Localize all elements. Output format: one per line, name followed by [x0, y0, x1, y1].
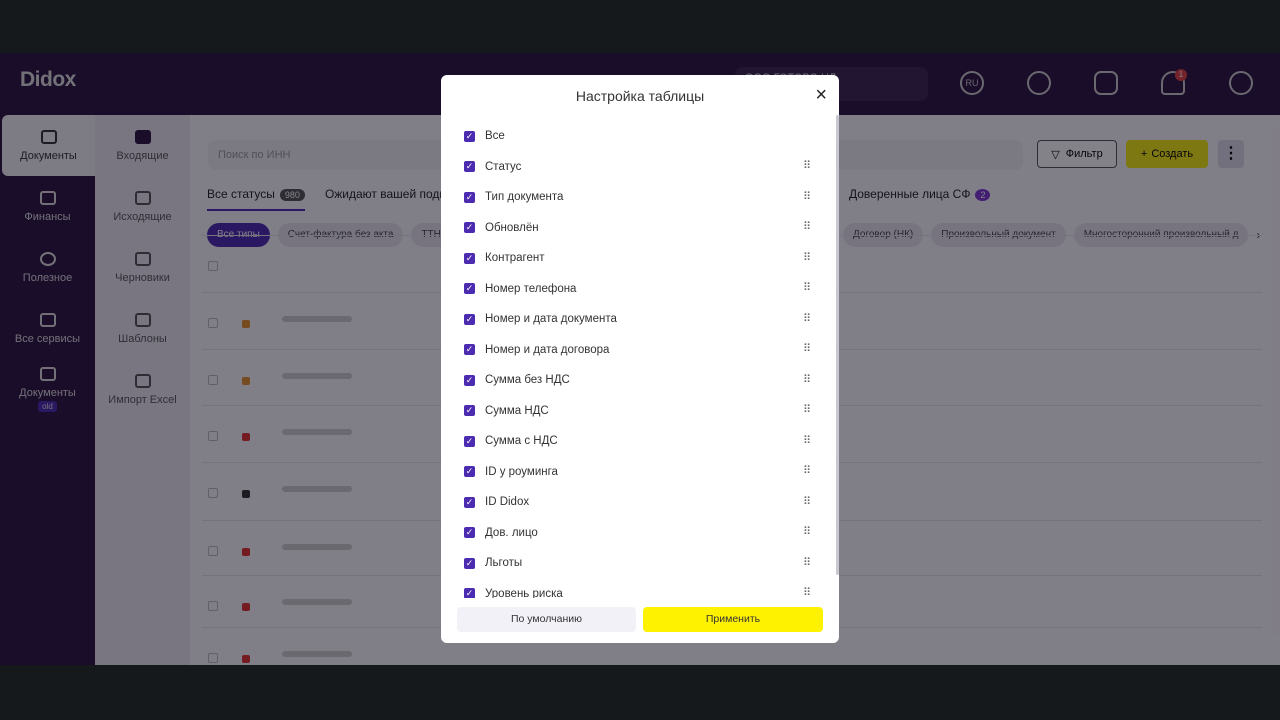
drag-handle-icon[interactable]: ⠿	[803, 282, 811, 295]
column-option[interactable]: ✓ Обновлён ⠿	[441, 213, 837, 244]
column-option[interactable]: ✓ Контрагент ⠿	[441, 243, 837, 274]
drag-handle-icon[interactable]: ⠿	[803, 465, 811, 478]
column-option[interactable]: ✓ Сумма НДС ⠿	[441, 396, 837, 427]
column-option[interactable]: ✓ Сумма с НДС ⠿	[441, 426, 837, 457]
column-label: Тип документа	[485, 191, 564, 204]
column-label: Сумма с НДС	[485, 435, 558, 448]
checkbox-checked[interactable]: ✓	[464, 405, 475, 417]
column-option[interactable]: ✓ Номер телефона ⠿	[441, 274, 837, 305]
column-option[interactable]: ✓ Сумма без НДС ⠿	[441, 365, 837, 396]
drag-handle-icon[interactable]: ⠿	[803, 251, 811, 264]
column-label: Сумма НДС	[485, 404, 549, 417]
checkbox-checked[interactable]: ✓	[464, 496, 475, 508]
column-option[interactable]: ✓ Тип документа ⠿	[441, 182, 837, 213]
column-label: Обновлён	[485, 221, 539, 234]
drag-handle-icon[interactable]: ⠿	[803, 587, 811, 598]
column-label: Дов. лицо	[485, 526, 538, 539]
checkbox-checked[interactable]: ✓	[464, 344, 475, 356]
column-label: Льготы	[485, 557, 523, 570]
default-button[interactable]: По умолчанию	[457, 607, 636, 632]
column-option[interactable]: ✓ Дов. лицо ⠿	[441, 518, 837, 549]
column-label: Номер и дата документа	[485, 313, 617, 326]
checkbox-checked[interactable]: ✓	[464, 313, 475, 325]
checkbox-checked[interactable]: ✓	[464, 252, 475, 264]
column-option[interactable]: ✓ Статус ⠿	[441, 152, 837, 183]
column-label: ID Didox	[485, 496, 530, 509]
column-option[interactable]: ✓ Номер и дата договора ⠿	[441, 335, 837, 366]
checkbox-checked[interactable]: ✓	[464, 527, 475, 539]
column-label: Сумма без НДС	[485, 374, 570, 387]
checkbox-checked[interactable]: ✓	[464, 588, 475, 598]
column-option[interactable]: ✓ Уровень риска ⠿	[441, 579, 837, 598]
apply-button[interactable]: Применить	[643, 607, 823, 632]
modal-scrollbar[interactable]	[836, 115, 839, 575]
column-list: ✓ Все ✓ Статус ⠿ ✓ Тип документа ⠿ ✓ Обновлён ⠿ ✓ Ко…	[441, 121, 837, 598]
column-label: Уровень риска	[485, 587, 563, 598]
drag-handle-icon[interactable]: ⠿	[803, 343, 811, 356]
column-option[interactable]: ✓ Все	[441, 121, 837, 152]
column-label: Номер и дата договора	[485, 343, 610, 356]
drag-handle-icon[interactable]: ⠿	[803, 495, 811, 508]
drag-handle-icon[interactable]: ⠿	[803, 312, 811, 325]
checkbox-checked[interactable]: ✓	[464, 466, 475, 478]
column-label: Статус	[485, 160, 522, 173]
drag-handle-icon[interactable]: ⠿	[803, 190, 811, 203]
column-option[interactable]: ✓ ID Didox ⠿	[441, 487, 837, 518]
checkbox-checked[interactable]: ✓	[464, 130, 475, 142]
drag-handle-icon[interactable]: ⠿	[803, 404, 811, 417]
checkbox-checked[interactable]: ✓	[464, 374, 475, 386]
drag-handle-icon[interactable]: ⠿	[803, 556, 811, 569]
checkbox-checked[interactable]: ✓	[464, 283, 475, 295]
drag-handle-icon[interactable]: ⠿	[803, 160, 811, 173]
column-label: Номер телефона	[485, 282, 577, 295]
drag-handle-icon[interactable]: ⠿	[803, 221, 811, 234]
checkbox-checked[interactable]: ✓	[464, 191, 475, 203]
checkbox-checked[interactable]: ✓	[464, 161, 475, 173]
checkbox-checked[interactable]: ✓	[464, 435, 475, 447]
column-label: ID у роуминга	[485, 465, 558, 478]
column-option[interactable]: ✓ Льготы ⠿	[441, 548, 837, 579]
column-option[interactable]: ✓ Номер и дата документа ⠿	[441, 304, 837, 335]
drag-handle-icon[interactable]: ⠿	[803, 434, 811, 447]
modal-title: Настройка таблицы	[575, 88, 705, 104]
drag-handle-icon[interactable]: ⠿	[803, 373, 811, 386]
checkbox-checked[interactable]: ✓	[464, 222, 475, 234]
close-icon[interactable]: ×	[815, 84, 827, 106]
checkbox-checked[interactable]: ✓	[464, 557, 475, 569]
column-label: Контрагент	[485, 252, 545, 265]
table-settings-modal: Настройка таблицы × ✓ Все ✓ Статус ⠿ ✓ Тип док…	[441, 75, 839, 643]
drag-handle-icon[interactable]: ⠿	[803, 526, 811, 539]
column-option[interactable]: ✓ ID у роуминга ⠿	[441, 457, 837, 488]
column-label: Все	[485, 130, 505, 143]
